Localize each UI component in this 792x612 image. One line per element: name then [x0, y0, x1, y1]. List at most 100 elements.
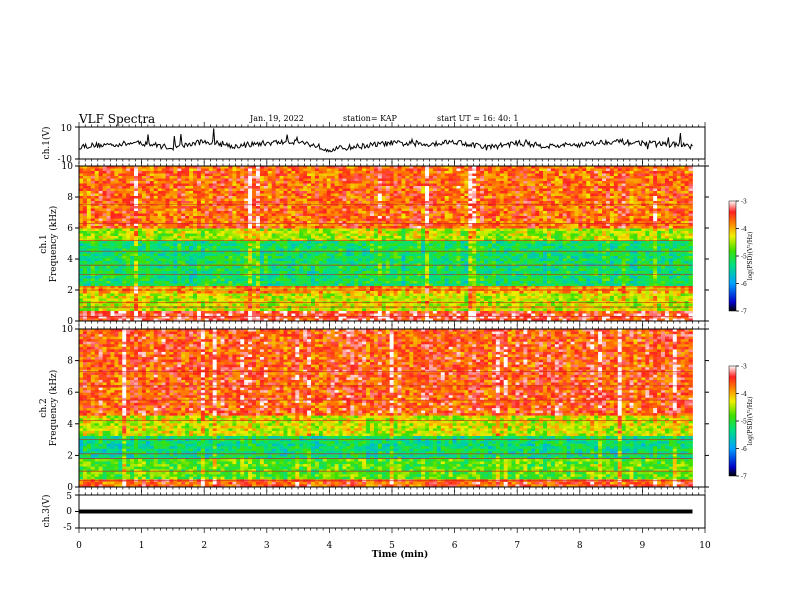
spectrogram-cell	[350, 221, 355, 224]
spectrogram-cell	[405, 221, 410, 224]
spectrogram-cell	[468, 231, 473, 234]
spectrogram-cell	[185, 221, 190, 224]
spectrogram-cell	[460, 188, 465, 192]
spectrogram-cell	[79, 201, 84, 204]
spectrogram-cell	[326, 168, 332, 172]
spectrogram-cell	[617, 213, 623, 217]
spectrogram-cell	[322, 171, 328, 174]
spectrogram-cell	[228, 213, 233, 217]
spectrogram-cell	[621, 228, 627, 232]
spectrogram-cell	[401, 198, 406, 202]
spectrogram-cell	[326, 243, 332, 247]
spectrogram-cell	[370, 166, 375, 169]
spectrogram-cell	[594, 241, 599, 244]
spectrogram-cell	[546, 191, 552, 194]
spectrogram-cell	[122, 221, 127, 224]
spectrogram-cell	[173, 208, 178, 212]
spectrogram-cell	[389, 171, 394, 174]
spectrogram-cell	[480, 233, 485, 237]
spectrogram-cell	[200, 181, 206, 184]
spectrogram-cell	[255, 208, 261, 212]
spectrogram-cell	[495, 226, 501, 229]
spectrogram-cell	[405, 196, 410, 199]
spectrogram-cell	[118, 226, 123, 229]
spectrogram-cell	[181, 213, 186, 217]
spectrogram-cell	[259, 198, 265, 202]
spectrogram-cell	[546, 241, 552, 244]
spectrogram-cell	[672, 233, 678, 237]
spectrogram-cell	[287, 238, 292, 242]
spectrogram-cell	[598, 168, 603, 172]
spectrogram-cell	[358, 236, 363, 239]
spectrogram-cell	[413, 233, 418, 237]
spectrogram-cell	[366, 176, 371, 179]
spectrogram-cell	[688, 211, 693, 214]
spectrogram-cell	[527, 221, 532, 224]
spectrogram-cell	[350, 233, 355, 237]
spectrogram-cell	[228, 243, 233, 247]
spectrogram-cell	[118, 176, 123, 179]
spectrogram-cell	[145, 178, 151, 182]
spectrogram-cell	[664, 208, 670, 212]
spectrogram-cell	[153, 196, 159, 199]
spectrogram-cell	[393, 191, 398, 194]
spectrogram-cell	[550, 191, 556, 194]
spectrogram-cell	[598, 186, 603, 189]
spectrogram-cell	[173, 191, 178, 194]
spectrogram-cell	[94, 173, 100, 177]
spectrogram-cell	[208, 191, 214, 194]
spectrogram-cell	[370, 196, 375, 199]
spectrogram-cell	[637, 208, 642, 212]
spectrogram-cell	[263, 218, 269, 222]
spectrogram-cell	[173, 206, 178, 209]
spectrogram-cell	[287, 211, 292, 214]
spectrogram-cell	[122, 208, 127, 212]
spectrogram-cell	[409, 178, 414, 182]
spectrogram-cell	[491, 236, 497, 239]
spectrogram-cell	[649, 238, 654, 242]
spectrogram-cell	[409, 171, 414, 174]
spectrogram-cell	[582, 206, 587, 209]
spectrogram-cell	[122, 193, 127, 197]
spectrogram-cell	[543, 238, 548, 242]
spectrogram-cell	[130, 176, 135, 179]
spectrogram-cell	[574, 226, 579, 229]
spectrogram-cell	[480, 241, 485, 244]
spectrogram-cell	[491, 208, 497, 212]
spectrogram-cell	[511, 171, 516, 174]
spectrogram-cell	[173, 178, 178, 182]
spectrogram-cell	[252, 208, 257, 212]
spectrogram-cell	[633, 228, 638, 232]
spectrogram-cell	[625, 216, 630, 219]
spectrogram-cell	[613, 241, 619, 244]
spectrogram-cell	[429, 171, 434, 174]
spectrogram-cell	[291, 221, 296, 224]
spectrogram-cell	[546, 233, 552, 237]
spectrogram-cell	[653, 193, 658, 197]
spectrogram-cell	[491, 228, 497, 232]
spectrogram-cell	[200, 173, 206, 177]
spectrogram-cell	[602, 188, 607, 192]
spectrogram-cell	[436, 208, 442, 212]
spectrogram-cell	[425, 231, 430, 234]
spectrogram-cell	[484, 223, 489, 227]
spectrogram-cell	[657, 183, 662, 187]
spectrogram-cell	[661, 218, 666, 222]
spectrogram-cell	[130, 168, 135, 172]
spectrogram-cell	[228, 191, 233, 194]
spectrogram-cell	[456, 213, 461, 217]
spectrogram-cell	[110, 238, 115, 242]
spectrogram-cell	[334, 166, 339, 169]
spectrogram-cell	[464, 236, 469, 239]
spectrogram-cell	[307, 218, 312, 222]
spectrogram-cell	[484, 188, 489, 192]
spectrogram-cell	[366, 208, 371, 212]
spectrogram-cell	[554, 176, 560, 179]
spectrogram-cell	[574, 223, 579, 227]
spectrogram-cell	[299, 196, 304, 199]
spectrogram-cell	[137, 241, 143, 244]
spectrogram-cell	[232, 191, 237, 194]
spectrogram-cell	[177, 196, 182, 199]
spectrogram-cell	[287, 221, 292, 224]
spectrogram-cell	[244, 228, 249, 232]
